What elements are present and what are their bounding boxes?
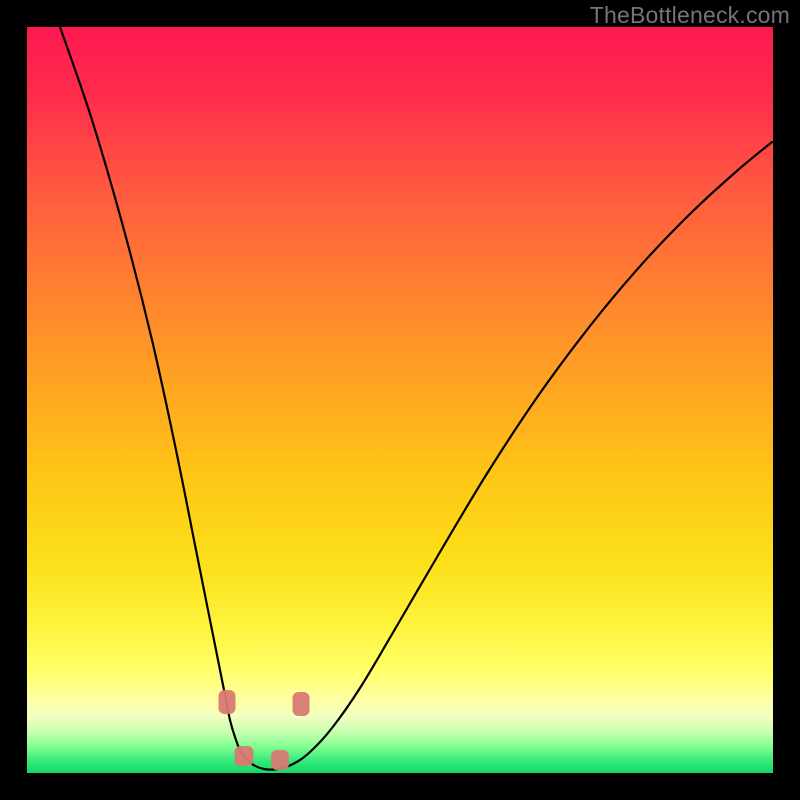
bottom-marker bbox=[219, 690, 236, 714]
watermark-text: TheBottleneck.com bbox=[590, 2, 790, 29]
bottom-marker bbox=[235, 746, 254, 766]
plot-area bbox=[27, 27, 773, 773]
bottom-marker bbox=[293, 692, 310, 716]
curve-layer bbox=[27, 27, 773, 773]
bottom-marker bbox=[271, 750, 289, 770]
bottleneck-curve bbox=[60, 27, 772, 770]
